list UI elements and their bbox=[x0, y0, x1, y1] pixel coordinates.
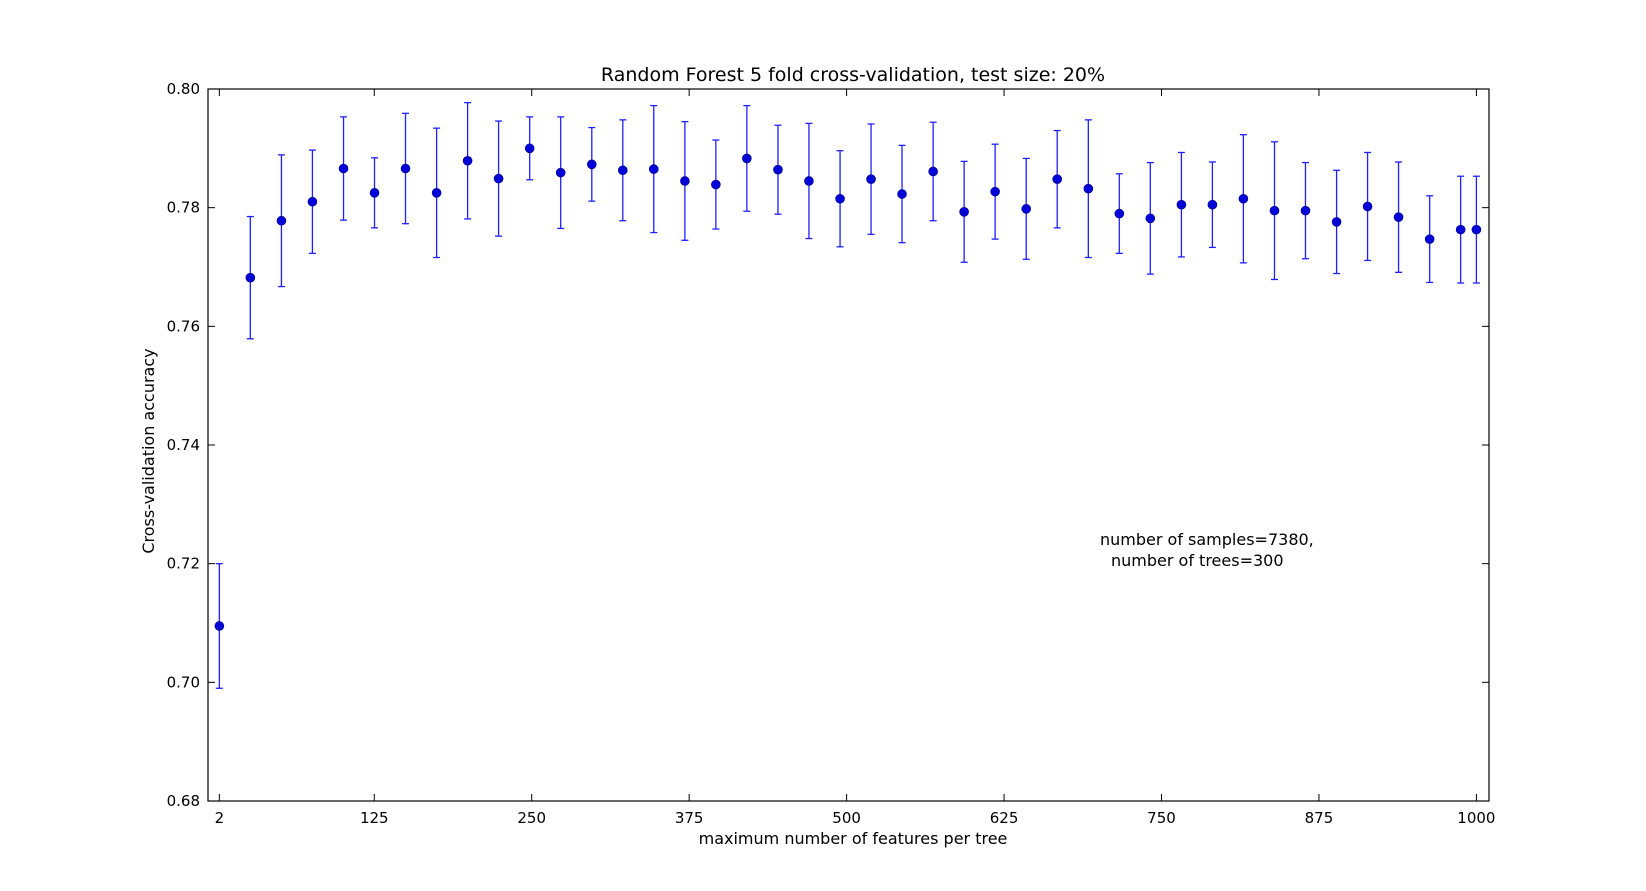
data-point bbox=[1331, 217, 1342, 227]
x-tick-label: 625 bbox=[990, 809, 1019, 827]
data-point bbox=[835, 193, 845, 204]
data-points bbox=[214, 143, 1482, 631]
x-tick-label: 125 bbox=[360, 809, 389, 827]
y-axis-label: Cross-validation accuracy bbox=[139, 348, 158, 553]
data-point bbox=[400, 163, 411, 174]
plot-area-frame bbox=[207, 88, 1490, 802]
annotation-samples: number of samples=7380, bbox=[1100, 530, 1314, 549]
data-point bbox=[431, 188, 442, 198]
data-point bbox=[493, 173, 504, 184]
x-tick-label: 875 bbox=[1305, 809, 1334, 827]
data-point bbox=[276, 215, 287, 226]
data-point bbox=[1362, 201, 1373, 212]
x-tick-label: 750 bbox=[1147, 809, 1176, 827]
data-point bbox=[1238, 193, 1249, 204]
x-axis-label: maximum number of features per tree bbox=[699, 829, 1008, 848]
data-point bbox=[1455, 224, 1466, 235]
data-point bbox=[648, 164, 659, 174]
data-point bbox=[742, 153, 752, 164]
axis-ticks: 2 125 250 375 500 625 750 875 1000 0.68 0.70 0.72 0.… bbox=[167, 80, 1496, 827]
x-tick-label: 375 bbox=[675, 809, 704, 827]
data-point bbox=[897, 189, 907, 199]
data-point bbox=[1021, 204, 1032, 214]
data-point bbox=[773, 164, 783, 175]
data-point bbox=[1300, 205, 1311, 216]
data-point bbox=[1424, 234, 1435, 244]
y-tick-label: 0.78 bbox=[167, 199, 200, 217]
data-point bbox=[1393, 212, 1404, 222]
annotation-trees: number of trees=300 bbox=[1111, 551, 1284, 570]
data-point bbox=[524, 143, 535, 154]
data-point bbox=[1083, 183, 1094, 194]
data-point bbox=[338, 163, 349, 174]
data-point bbox=[711, 179, 721, 190]
x-tick-label: 500 bbox=[832, 809, 861, 827]
y-tick-label: 0.74 bbox=[167, 436, 200, 454]
chart-title: Random Forest 5 fold cross-validation, t… bbox=[601, 64, 1105, 86]
data-point bbox=[245, 272, 256, 283]
data-point bbox=[1052, 174, 1063, 184]
y-tick-label: 0.70 bbox=[167, 673, 200, 691]
data-point bbox=[1114, 208, 1125, 219]
y-tick-label: 0.72 bbox=[167, 555, 200, 573]
data-point bbox=[617, 165, 628, 176]
y-tick-label: 0.68 bbox=[167, 792, 200, 810]
data-point bbox=[555, 167, 566, 178]
data-point bbox=[1176, 199, 1187, 210]
data-point bbox=[462, 155, 473, 166]
data-point bbox=[804, 176, 814, 186]
data-point bbox=[990, 186, 1000, 197]
data-point bbox=[1145, 213, 1156, 224]
data-point bbox=[959, 207, 969, 217]
x-tick-label: 1000 bbox=[1457, 809, 1495, 827]
data-point bbox=[1471, 224, 1482, 235]
y-tick-label: 0.76 bbox=[167, 317, 200, 335]
data-point bbox=[928, 166, 938, 177]
x-tick-label: 250 bbox=[517, 809, 546, 827]
data-point bbox=[1207, 199, 1218, 210]
data-point bbox=[586, 159, 597, 170]
data-point bbox=[680, 176, 690, 186]
y-tick-label: 0.80 bbox=[167, 80, 200, 98]
data-point bbox=[866, 174, 876, 184]
data-point bbox=[1269, 205, 1280, 216]
x-tick-label: 2 bbox=[215, 809, 225, 827]
data-point bbox=[307, 196, 318, 207]
data-point bbox=[214, 621, 225, 631]
data-point bbox=[369, 188, 380, 198]
